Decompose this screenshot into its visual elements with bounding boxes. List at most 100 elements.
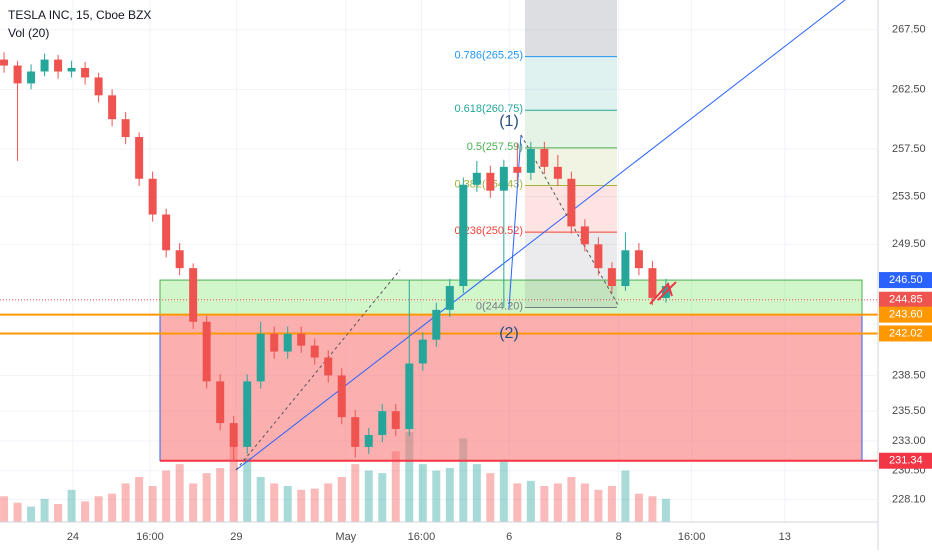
candle-body [445,286,454,310]
candle-body [405,363,414,430]
fib-label: 0.236(250.52) [455,225,524,237]
price-tag-label: 231.34 [889,455,923,467]
indicator-label: Vol (20) [8,26,49,40]
candle-body [324,357,333,376]
volume-bar [81,501,90,522]
volume-bar [270,483,279,522]
volume-bar [661,498,670,522]
volume-bar [94,496,103,522]
x-tick-label: 13 [779,531,791,543]
volume-bar [634,493,643,522]
volume-bar [540,486,549,522]
candles [0,52,670,462]
candle-body [526,148,535,173]
y-tick-label: 228.10 [892,493,926,505]
candle-body [81,67,90,78]
volume-bar [391,451,400,522]
candle-body [351,417,360,447]
candle-body [364,435,373,447]
volume-bar [54,504,63,522]
candle-body [418,339,427,364]
price-tag [879,325,932,342]
volume-bar [108,493,117,522]
volume-bar [418,464,427,522]
volume-bar [594,489,603,522]
fib-label: 0(244.20) [476,300,523,312]
candle-body [553,166,562,179]
candle-body [634,250,643,269]
candle-body [337,375,346,418]
volume-bar [432,470,441,522]
candle-body [297,333,306,346]
fib-band [525,232,617,308]
axes: 267.50 262.50 257.50 253.50 249.50 238.50 235.… [67,24,932,543]
candle-body [216,381,225,424]
candle-body [310,345,319,358]
candle-body [13,65,22,84]
candle-body [594,244,603,269]
volume-bar [13,502,22,522]
candle-body [378,411,387,435]
volume-bar [567,477,576,522]
volume-bar [607,486,616,522]
candle-body [108,95,117,120]
candle-body [499,166,508,191]
volume-bar [553,483,562,522]
trend-line [235,0,846,471]
candle-body [432,309,441,340]
fib-label: 0.5(257.59) [467,141,523,153]
volume-bar [310,488,319,522]
candle-body [27,71,36,84]
y-tick-label: 257.50 [892,143,926,155]
fib-band [525,56,617,111]
candle-body [40,59,49,72]
y-tick-label: 235.50 [892,405,926,417]
volume-bar [351,464,360,522]
candle-body [256,333,265,382]
candle-body [243,381,252,447]
candle-body [391,411,400,430]
fib-band [525,0,617,57]
volume-bar [364,470,373,522]
volume-bar [27,506,36,522]
fib-label: 0.618(260.75) [455,103,524,115]
y-tick-label: 249.50 [892,238,926,250]
x-tick-label: 16:00 [136,531,164,543]
volume-bar [162,470,171,522]
candle-body [648,268,657,298]
price-tag-label: 246.50 [889,274,923,286]
volume-bar [135,477,144,522]
volume-bar [297,489,306,522]
price-tag [879,272,932,289]
volume-pane [0,432,670,522]
candle-body [621,250,630,287]
y-tick-label: 233.00 [892,435,926,447]
y-tick-label: 267.50 [892,24,926,36]
price-tag [879,291,932,308]
volume-bar [189,483,198,522]
candle-body [472,172,481,185]
price-tag-label: 242.02 [889,327,923,339]
price-tag [879,452,932,469]
price-tag [879,306,932,323]
volume-bar [67,489,76,522]
fib-label: 0.786(265.25) [455,50,524,62]
volume-bar [499,460,508,522]
price-tag-label: 244.85 [889,294,923,306]
volume-bar [324,483,333,522]
candle-body [162,214,171,251]
fib-band [525,110,617,148]
x-tick-label: 24 [67,531,79,543]
candle-body [270,333,279,352]
wave-label: (1) [499,113,519,130]
volume-bar [148,486,157,522]
candle-body [229,423,238,447]
candle-body [189,268,198,322]
volume-bar [40,498,49,522]
candle-body [0,59,9,66]
volume-bar [459,438,468,522]
candle-body [67,67,76,72]
volume-bar [526,480,535,522]
candle-body [283,333,292,352]
candle-body [94,77,103,96]
